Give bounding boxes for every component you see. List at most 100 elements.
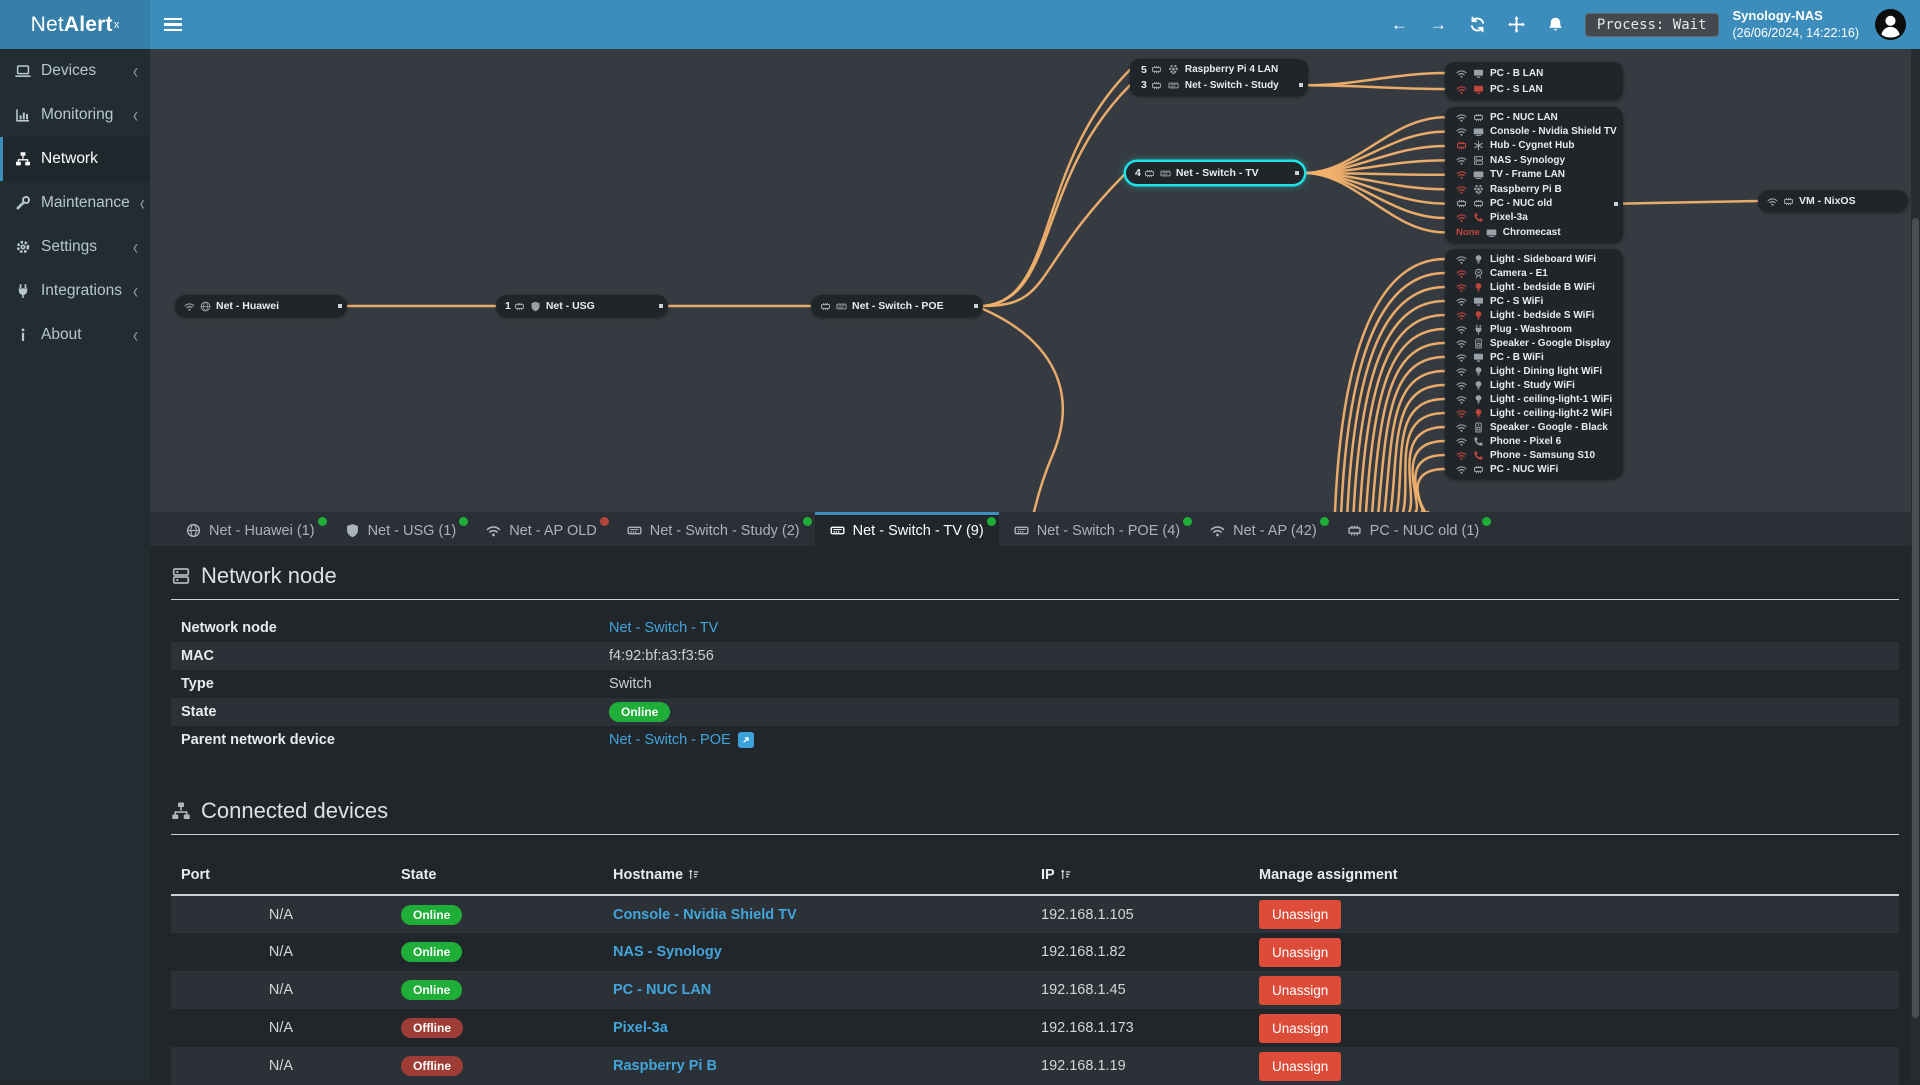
col-port: Port — [171, 855, 391, 895]
switch-icon — [1160, 168, 1171, 179]
topology-device-row[interactable]: TV - Frame LAN — [1445, 168, 1623, 182]
unassign-button[interactable]: Unassign — [1259, 900, 1341, 929]
topology-device-row[interactable]: Console - Nvidia Shield TV — [1445, 124, 1623, 138]
network-tab[interactable]: Net - Switch - TV (9) — [815, 512, 999, 546]
hostname-link[interactable]: Console - Nvidia Shield TV — [613, 907, 797, 923]
sidebar-item[interactable]: About ‹ — [0, 313, 150, 357]
ip-cell: 192.168.1.45 — [1031, 971, 1249, 1009]
topology-device-row[interactable]: Camera - E1 — [1445, 266, 1623, 280]
network-tab[interactable]: Net - AP OLD — [471, 512, 612, 546]
external-link-icon[interactable] — [738, 732, 754, 748]
device-label: Raspberry Pi B — [1490, 184, 1562, 195]
wifi-icon — [1456, 155, 1467, 166]
hostname-link[interactable]: NAS - Synology — [613, 944, 722, 960]
topology-device-row[interactable]: Hub - Cygnet Hub — [1445, 139, 1623, 153]
network-tab[interactable]: Net - Switch - POE (4) — [999, 512, 1195, 546]
sidebar-item[interactable]: Settings ‹ — [0, 225, 150, 269]
unassign-button[interactable]: Unassign — [1259, 1014, 1341, 1043]
wifi-icon — [1456, 464, 1467, 475]
network-node-fields: Network node Net - Switch - TV MAC f4:92… — [171, 614, 1899, 754]
nav-back-icon[interactable]: ← — [1380, 0, 1419, 49]
topology-device-row[interactable]: Light - Sideboard WiFi — [1445, 252, 1623, 266]
state-cell: Offline — [391, 1009, 603, 1047]
unassign-button[interactable]: Unassign — [1259, 976, 1341, 1005]
topology-device-row[interactable]: PC - NUC WiFi — [1445, 462, 1623, 476]
sidebar-item[interactable]: Devices ‹ — [0, 49, 150, 93]
topology-device-row[interactable]: Phone - Pixel 6 — [1445, 434, 1623, 448]
topology-device-row[interactable]: Pixel-3a — [1445, 211, 1623, 225]
topology-device-row[interactable]: PC - NUC old — [1445, 196, 1623, 210]
chevron-left-icon: ‹ — [133, 279, 138, 303]
field-value: Net - Switch - TV — [609, 620, 718, 636]
topology-node-vm[interactable]: VM - NixOS — [1758, 190, 1908, 212]
topology-device-row[interactable]: Raspberry Pi B — [1445, 182, 1623, 196]
field-value-link[interactable]: Net - Switch - POE — [609, 732, 731, 748]
topology-node-huawei[interactable]: Net - Huawei — [175, 295, 347, 317]
device-label: PC - S WiFi — [1490, 296, 1543, 307]
topology-device-row[interactable]: Plug - Washroom — [1445, 322, 1623, 336]
sidebar-item[interactable]: Integrations ‹ — [0, 269, 150, 313]
device-label: Light - ceiling-light-2 WiFi — [1490, 408, 1612, 419]
topology-device-row[interactable]: PC - S LAN — [1445, 81, 1623, 97]
sidebar-item[interactable]: Monitoring ‹ — [0, 93, 150, 137]
network-tab[interactable]: PC - NUC old (1) — [1332, 512, 1495, 546]
bulb-icon — [1473, 310, 1484, 321]
section-title-text: Network node — [201, 563, 337, 589]
network-tab[interactable]: Net - AP (42) — [1195, 512, 1332, 546]
col-manage: Manage assignment — [1249, 855, 1899, 895]
col-ip[interactable]: IP — [1031, 855, 1249, 895]
hostname-link[interactable]: Raspberry Pi B — [613, 1058, 717, 1074]
nav-forward-icon[interactable]: → — [1419, 0, 1458, 49]
network-tab[interactable]: Net - Switch - Study (2) — [612, 512, 815, 546]
topology-device-row[interactable]: Light - ceiling-light-1 WiFi — [1445, 392, 1623, 406]
topology-device-row[interactable]: Light - bedside S WiFi — [1445, 308, 1623, 322]
topology-device-row[interactable]: NAS - Synology — [1445, 153, 1623, 167]
topology-device-row[interactable]: Light - bedside B WiFi — [1445, 280, 1623, 294]
topology-device-row[interactable]: Light - Dining light WiFi — [1445, 364, 1623, 378]
sidebar-item[interactable]: Network — [0, 137, 150, 181]
topology-device-row[interactable]: PC - B LAN — [1445, 65, 1623, 81]
sidebar-item[interactable]: Maintenance ‹ — [0, 181, 150, 225]
topology-device-row[interactable]: Light - ceiling-light-2 WiFi — [1445, 406, 1623, 420]
host-info: Synology-NAS (26/06/2024, 14:22:16) — [1733, 8, 1860, 41]
sort-icon[interactable] — [1059, 868, 1072, 881]
unassign-button[interactable]: Unassign — [1259, 1052, 1341, 1081]
sort-icon[interactable] — [687, 868, 700, 881]
bell-icon[interactable] — [1547, 16, 1564, 33]
hamburger-menu-icon[interactable] — [150, 0, 196, 49]
move-icon[interactable] — [1508, 16, 1525, 33]
no-connection-label: None — [1456, 227, 1480, 238]
field-row: Network node Net - Switch - TV — [171, 614, 1899, 642]
unassign-button[interactable]: Unassign — [1259, 938, 1341, 967]
refresh-icon[interactable] — [1469, 16, 1486, 33]
hostname-link[interactable]: Pixel-3a — [613, 1020, 668, 1036]
topology-device-row[interactable]: PC - S WiFi — [1445, 294, 1623, 308]
field-value-link[interactable]: Net - Switch - TV — [609, 620, 718, 636]
topology-device-row[interactable]: Light - Study WiFi — [1445, 378, 1623, 392]
host-name: Synology-NAS — [1733, 8, 1860, 25]
topology-device-row[interactable]: PC - B WiFi — [1445, 350, 1623, 364]
avatar[interactable] — [1875, 9, 1906, 40]
sidebar-item-label: Integrations — [41, 282, 122, 300]
eth-icon — [1151, 80, 1162, 91]
topology-node-poe[interactable]: Net - Switch - POE — [811, 295, 983, 317]
topology-device-row[interactable]: PC - NUC LAN — [1445, 110, 1623, 124]
tab-label: Net - USG (1) — [368, 523, 457, 539]
topology-device-row[interactable]: Speaker - Google - Black — [1445, 420, 1623, 434]
network-tab[interactable]: Net - Huawei (1) — [171, 512, 330, 546]
col-hostname[interactable]: Hostname — [603, 855, 1031, 895]
topology-device-row[interactable]: Speaker - Google Display — [1445, 336, 1623, 350]
wifi-icon — [1767, 196, 1778, 207]
hostname-link[interactable]: PC - NUC LAN — [613, 982, 711, 998]
page-scrollbar[interactable] — [1911, 49, 1920, 1080]
network-tab[interactable]: Net - USG (1) — [330, 512, 472, 546]
topology-device-row[interactable]: Phone - Samsung S10 — [1445, 448, 1623, 462]
scrollbar-thumb[interactable] — [1912, 218, 1919, 1018]
